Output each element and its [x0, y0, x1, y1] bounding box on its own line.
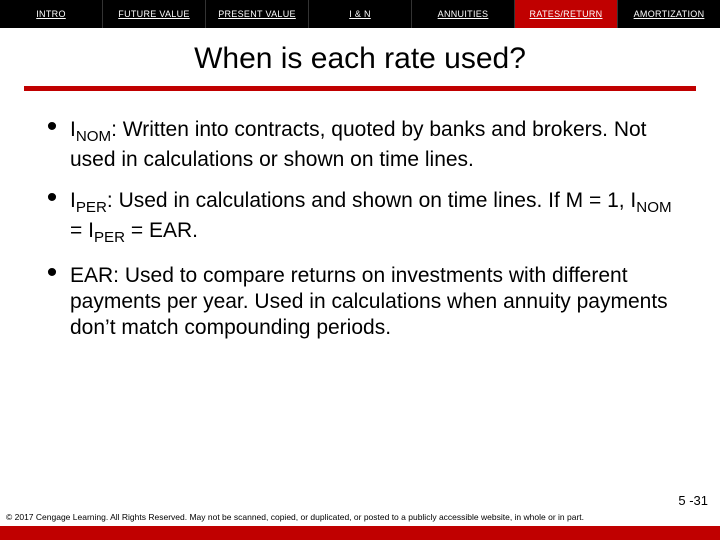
tab-intro[interactable]: INTRO — [0, 0, 103, 28]
tab-amortization[interactable]: AMORTIZATION — [618, 0, 720, 28]
bullet-text: INOM: Written into contracts, quoted by … — [70, 117, 686, 172]
bullet-icon: • — [34, 263, 70, 340]
bullet-text: IPER: Used in calculations and shown on … — [70, 188, 686, 247]
list-item: • EAR: Used to compare returns on invest… — [34, 263, 686, 340]
page-title: When is each rate used? — [0, 42, 720, 76]
copyright: © 2017 Cengage Learning. All Rights Rese… — [6, 512, 714, 522]
tab-rates-return[interactable]: RATES/RETURN — [515, 0, 618, 28]
nav-tabs: INTRO FUTURE VALUE PRESENT VALUE I & N A… — [0, 0, 720, 28]
footer-bar — [0, 526, 720, 540]
bullet-text: EAR: Used to compare returns on investme… — [70, 263, 686, 340]
list-item: • INOM: Written into contracts, quoted b… — [34, 117, 686, 172]
bullet-icon: • — [34, 188, 70, 247]
tab-annuities[interactable]: ANNUITIES — [412, 0, 515, 28]
tab-present-value[interactable]: PRESENT VALUE — [206, 0, 309, 28]
bullet-list: • INOM: Written into contracts, quoted b… — [0, 91, 720, 340]
tab-i-and-n[interactable]: I & N — [309, 0, 412, 28]
slide-number: 5 -31 — [678, 493, 708, 508]
list-item: • IPER: Used in calculations and shown o… — [34, 188, 686, 247]
bullet-icon: • — [34, 117, 70, 172]
tab-future-value[interactable]: FUTURE VALUE — [103, 0, 206, 28]
